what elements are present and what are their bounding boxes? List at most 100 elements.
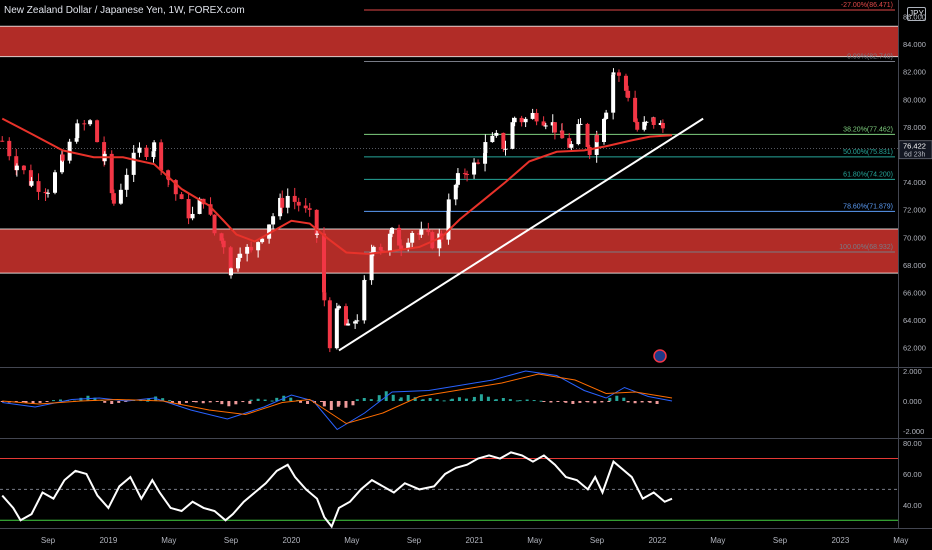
candle-body xyxy=(355,320,360,322)
currency-badge[interactable]: JPY xyxy=(907,7,926,21)
macd-histogram-bar xyxy=(421,399,425,401)
candle-body xyxy=(137,147,142,153)
candle-body xyxy=(651,117,656,125)
candle-body xyxy=(111,193,116,204)
macd-histogram-bar xyxy=(93,397,97,401)
candle-body xyxy=(245,246,250,254)
candle-body xyxy=(635,121,640,130)
rsi-tick-label: 80.00 xyxy=(903,439,922,448)
candle-body xyxy=(369,252,374,281)
macd-histogram-bar xyxy=(147,398,151,401)
candle-body xyxy=(292,195,297,202)
candle-body xyxy=(406,242,411,249)
macd-histogram-bar xyxy=(227,401,231,407)
candle-body xyxy=(512,117,517,123)
macd-histogram-bar xyxy=(640,401,644,403)
macd-histogram-bar xyxy=(51,400,55,402)
price-tick-label: 84.000 xyxy=(903,40,926,49)
macd-histogram-bar xyxy=(194,401,198,403)
macd-line xyxy=(2,370,673,431)
macd-histogram-bar xyxy=(14,401,18,402)
candle-body xyxy=(238,253,243,258)
macd-histogram-bar xyxy=(406,395,410,401)
candle-body xyxy=(353,321,358,324)
macd-tick-label: -2.000 xyxy=(903,427,924,436)
macd-histogram-bar xyxy=(369,399,373,401)
macd-histogram-bar xyxy=(170,401,174,403)
macd-histogram-bar xyxy=(103,401,107,403)
candle-body xyxy=(483,153,488,164)
macd-histogram-bar xyxy=(38,401,42,403)
macd-histogram-bar xyxy=(622,397,626,401)
time-tick-label: May xyxy=(344,536,359,545)
macd-histogram-bar xyxy=(508,399,512,401)
macd-histogram-bar xyxy=(377,395,381,401)
macd-histogram-bar xyxy=(241,401,245,403)
macd-histogram-bar xyxy=(593,401,597,404)
candle-body xyxy=(307,208,312,210)
macd-histogram-bar xyxy=(320,401,324,402)
candle-body xyxy=(212,214,217,234)
macd-histogram-bar xyxy=(457,397,461,401)
candle-body xyxy=(658,122,663,125)
candle-body xyxy=(186,199,191,219)
macd-histogram-bar xyxy=(648,401,652,403)
candle-body xyxy=(611,72,616,75)
candle-body xyxy=(322,233,327,293)
candle-body xyxy=(14,156,19,171)
price-tick-label: 62.000 xyxy=(903,344,926,353)
time-tick-label: Sep xyxy=(407,536,422,545)
macd-histogram-bar xyxy=(578,401,582,403)
candle-body xyxy=(75,123,80,139)
candle-body xyxy=(410,232,415,243)
macd-histogram-bar xyxy=(564,401,568,403)
candle-body xyxy=(0,140,5,142)
candle-body xyxy=(285,195,290,208)
candle-body xyxy=(60,154,64,173)
macd-histogram-bar xyxy=(351,401,355,406)
candle-body xyxy=(462,173,467,175)
macd-histogram-bar xyxy=(539,400,543,402)
macd-histogram-bar xyxy=(201,401,205,404)
candle-body xyxy=(387,233,392,252)
moving-average-line xyxy=(1,117,673,255)
candle-body xyxy=(397,227,402,246)
time-tick-label: Sep xyxy=(41,536,56,545)
candle-body xyxy=(29,181,34,186)
candle-body xyxy=(315,233,320,235)
candle-body xyxy=(472,162,477,175)
candle-body xyxy=(362,280,367,282)
candle-body xyxy=(166,178,171,181)
candle-body xyxy=(644,121,649,123)
macd-histogram-bar xyxy=(21,401,25,402)
candle-body xyxy=(46,192,50,194)
macd-histogram-bar xyxy=(450,398,454,401)
candle-body xyxy=(166,170,171,179)
candle-body xyxy=(633,97,638,122)
candle-body xyxy=(88,120,93,125)
macd-histogram-bar xyxy=(501,398,505,401)
macd-histogram-bar xyxy=(248,401,252,404)
macd-histogram-bar xyxy=(615,395,619,401)
candle-body xyxy=(21,165,26,171)
rsi-tick-label: 40.00 xyxy=(903,501,922,510)
macd-histogram-bar xyxy=(435,399,439,401)
candle-body xyxy=(390,227,395,234)
macd-histogram-bar xyxy=(337,401,341,406)
candle-body xyxy=(494,132,499,136)
candle-body xyxy=(437,233,442,249)
price-tick-label: 78.000 xyxy=(903,123,926,132)
candle-body xyxy=(541,121,546,126)
candle-body xyxy=(585,123,590,147)
macd-signal-line xyxy=(2,373,673,425)
fib-level-label: 100.00%(68.932) xyxy=(839,244,893,251)
time-tick-label: Sep xyxy=(590,536,605,545)
fib-level-label: 61.80%(74.200) xyxy=(843,171,893,178)
candle-body xyxy=(453,184,458,200)
candle-body xyxy=(501,132,506,149)
macd-histogram-bar xyxy=(270,400,274,402)
macd-histogram-bar xyxy=(515,400,519,402)
price-tick-label: 82.000 xyxy=(903,68,926,77)
candle-body xyxy=(173,180,178,195)
